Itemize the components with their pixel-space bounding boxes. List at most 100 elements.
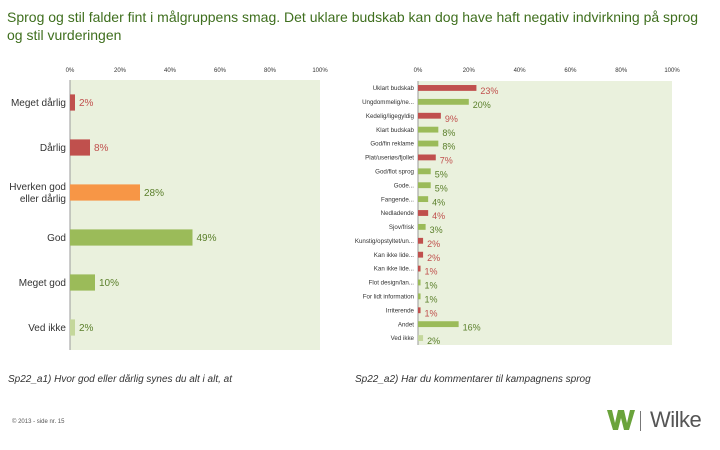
data-label: 23%	[480, 86, 498, 96]
category-label: Uklart budskab	[373, 85, 415, 92]
category-label: Kan ikke lide...	[374, 266, 415, 273]
category-label: God/fin reklame	[370, 141, 414, 148]
bar	[418, 196, 429, 203]
data-label: 1%	[425, 295, 438, 305]
bar	[418, 321, 459, 328]
category-label: Irriterende	[386, 307, 415, 314]
x-tick-label: 40%	[164, 68, 177, 74]
bar	[418, 112, 441, 119]
x-tick-label: 20%	[463, 68, 476, 74]
bar	[418, 279, 421, 286]
bar	[418, 154, 436, 161]
data-label: 2%	[79, 98, 94, 109]
x-tick-label: 0%	[66, 68, 75, 74]
data-label: 4%	[432, 211, 445, 221]
category-label: Meget god	[19, 278, 66, 289]
bar	[418, 335, 424, 341]
category-label: Kunstig/opstyltet/un...	[355, 238, 414, 245]
category-label: Ungdommelig/ne...	[362, 99, 414, 106]
category-label: Gode...	[394, 182, 415, 189]
category-label: Klart budskab	[376, 127, 414, 134]
category-label: Dårlig	[40, 142, 66, 154]
x-tick-label: 60%	[214, 68, 227, 74]
x-tick-label: 0%	[414, 68, 423, 74]
chart-caption-right: Sp22_a2) Har du kommentarer til kampagne…	[355, 374, 591, 385]
data-label: 1%	[425, 267, 438, 277]
category-label: eller dårlig	[20, 193, 66, 205]
category-label: Ved ikke	[28, 323, 66, 334]
bar	[418, 210, 429, 216]
category-label: Fangende...	[381, 196, 414, 203]
chart-language-comments: 0% 20% 40% 60% 80% 100% Uklart budskab 23% Ungdo…	[355, 68, 681, 346]
bar	[70, 184, 140, 201]
chart-caption-left: Sp22_a1) Hvor god eller dårlig synes du …	[8, 374, 233, 385]
data-label: 2%	[427, 336, 440, 346]
category-label: Nedladende	[381, 210, 415, 217]
category-label: God	[47, 233, 66, 244]
plot-area	[70, 80, 320, 350]
wilke-mark-icon	[606, 407, 636, 433]
bar	[418, 85, 477, 91]
x-tick-label: 40%	[514, 68, 527, 74]
logo-text: Wilke	[650, 407, 702, 432]
bar	[418, 168, 431, 175]
data-label: 28%	[144, 188, 164, 199]
category-label: Kan ikke lide...	[374, 252, 415, 259]
data-label: 16%	[463, 322, 481, 332]
category-label: Plat/useriøs/fjollet	[365, 155, 414, 162]
x-tick-label: 20%	[114, 68, 127, 74]
page-title: Sprog og stil falder fint i målgruppens …	[7, 9, 699, 43]
x-tick-label: 80%	[264, 68, 277, 74]
x-tick-label: 100%	[664, 68, 680, 74]
data-label: 2%	[79, 323, 94, 334]
data-label: 3%	[430, 225, 443, 235]
bar	[418, 237, 424, 244]
data-label: 8%	[442, 128, 455, 138]
bar	[418, 126, 439, 133]
bar	[418, 98, 469, 105]
x-tick-label: 100%	[312, 68, 328, 74]
x-tick-label: 80%	[615, 68, 628, 74]
bar	[418, 307, 421, 314]
plot-area	[418, 81, 672, 345]
bar	[70, 319, 75, 336]
x-tick-label: 60%	[564, 68, 577, 74]
category-label: Sjov/frisk	[389, 224, 415, 231]
data-label: 2%	[427, 239, 440, 249]
category-label: Meget dårlig	[11, 97, 66, 109]
logo-separator	[640, 411, 641, 431]
data-label: 49%	[197, 233, 217, 244]
data-label: 8%	[442, 142, 455, 152]
page-footer: © 2013 - side nr. 15	[12, 419, 65, 425]
category-label: Kedelig/ligegyldig	[366, 113, 415, 120]
data-label: 4%	[432, 197, 445, 207]
data-label: 7%	[440, 156, 453, 166]
bar	[418, 293, 421, 300]
chart-quality-rating: 0% 20% 40% 60% 80% 100% Meget dårlig 2% Dårlig 8%…	[9, 68, 328, 350]
data-label: 20%	[473, 100, 491, 110]
category-label: Ved ikke	[391, 335, 415, 342]
category-label: For lidt information	[363, 294, 415, 301]
wilke-logo: Wilke	[606, 407, 710, 435]
bar	[70, 94, 75, 111]
data-label: 10%	[99, 278, 119, 289]
category-label: Andet	[398, 321, 414, 328]
data-label: 9%	[445, 114, 458, 124]
bar	[70, 229, 193, 246]
data-label: 2%	[427, 253, 440, 263]
bar	[418, 265, 421, 272]
data-label: 1%	[425, 281, 438, 291]
bar	[418, 182, 431, 189]
category-label: Flot design/lan...	[369, 280, 415, 287]
category-label: God/flot sprog	[375, 168, 414, 175]
bar	[418, 140, 439, 147]
bar	[70, 274, 95, 291]
bar	[418, 251, 424, 258]
data-label: 5%	[435, 183, 448, 193]
data-label: 5%	[435, 169, 448, 179]
data-label: 8%	[94, 143, 109, 154]
bar	[418, 223, 426, 230]
bar	[70, 139, 90, 156]
category-label: Hverken god	[9, 182, 66, 193]
data-label: 1%	[425, 308, 438, 318]
